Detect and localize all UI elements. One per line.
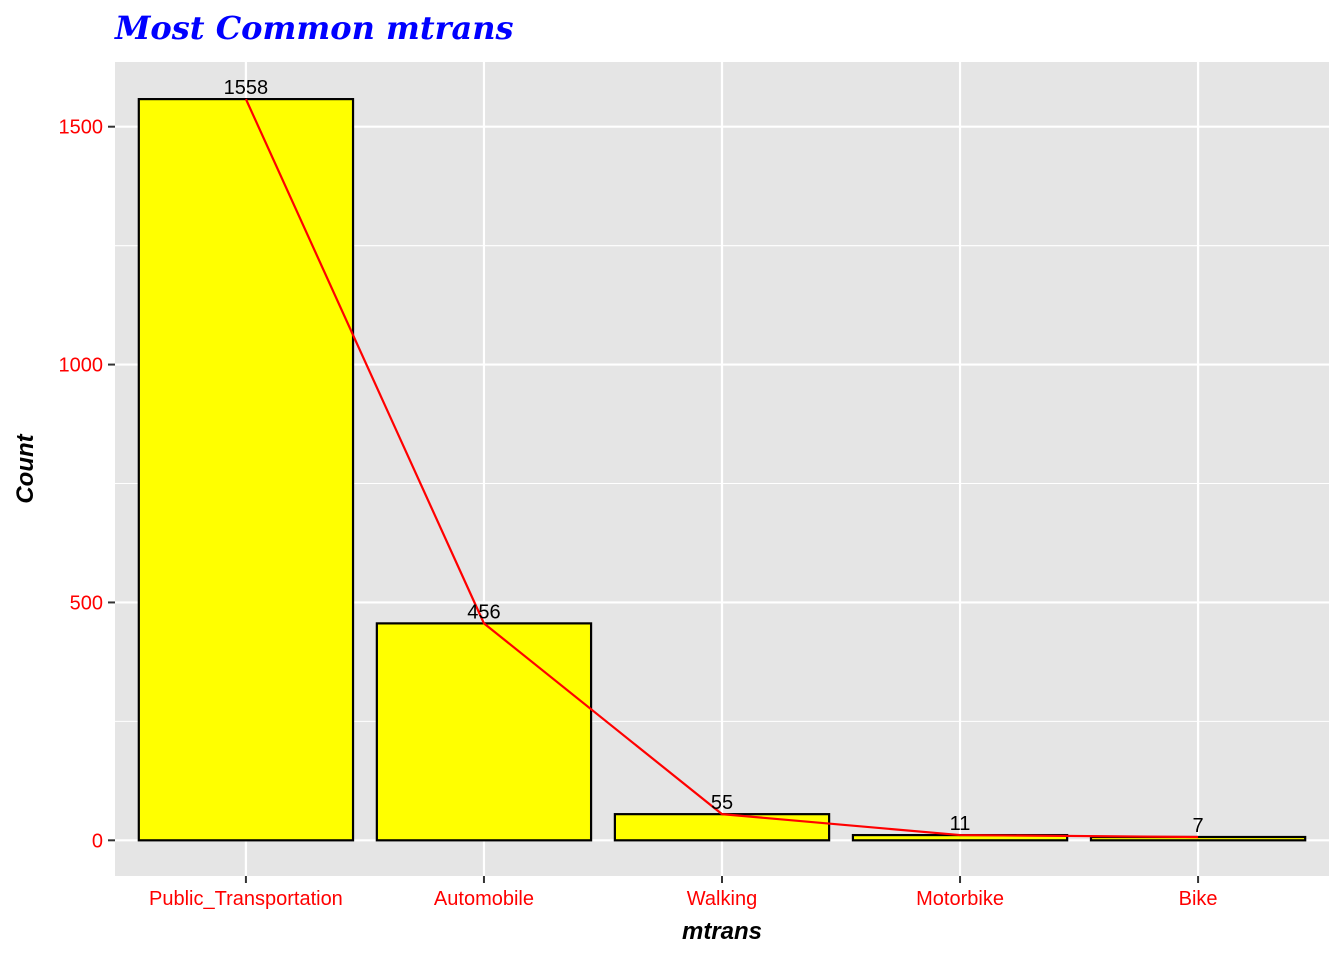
x-tick-label: Automobile: [434, 888, 534, 910]
y-tick-label: 500: [70, 592, 103, 614]
data-label: 1558: [224, 77, 269, 99]
x-tick-label: Public_Transportation: [149, 888, 343, 910]
y-tick-label: 1500: [59, 117, 104, 139]
bars: [137, 98, 1307, 842]
trend-line: [244, 98, 1199, 839]
y-axis-title: Count: [12, 433, 39, 503]
line-layer: [244, 98, 1199, 839]
x-tick-label: Bike: [1179, 888, 1218, 910]
x-tick-label: Walking: [687, 888, 757, 910]
bar: [375, 622, 593, 842]
chart-title: Most Common mtrans: [114, 9, 514, 47]
data-labels: 1558 456 55 11 7: [224, 77, 1204, 837]
bar: [613, 813, 831, 842]
y-tick-label: 1000: [59, 355, 104, 377]
data-label: 456: [467, 601, 500, 623]
bar: [137, 98, 355, 842]
x-axis: Public_Transportation Automobile Walking Mo…: [149, 876, 1218, 910]
x-axis-title: mtrans: [682, 918, 762, 945]
x-tick-label: Motorbike: [916, 888, 1004, 910]
y-axis: 0 500 1000 1500: [59, 117, 115, 852]
y-tick-label: 0: [92, 830, 103, 852]
data-label: 55: [711, 792, 733, 814]
data-label: 11: [950, 813, 971, 835]
data-label: 7: [1193, 815, 1204, 837]
